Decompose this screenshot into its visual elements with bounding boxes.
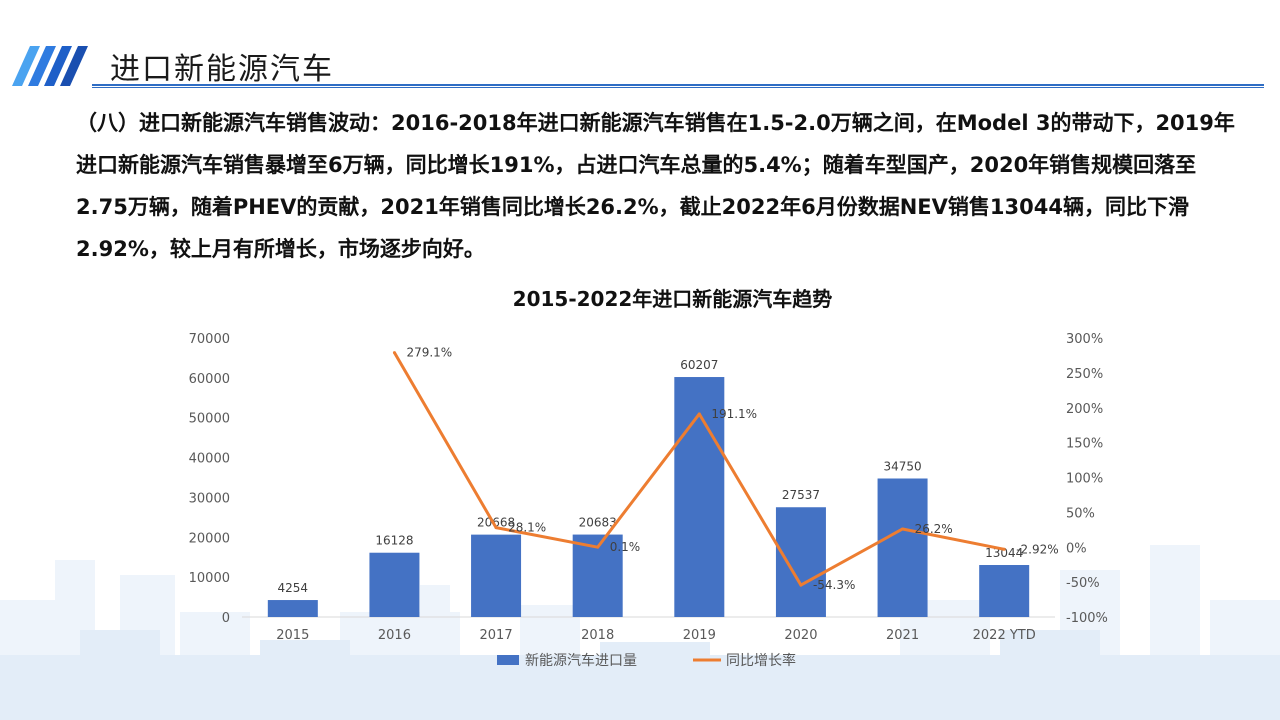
growth-rate-label: 0.1%: [610, 540, 641, 554]
y-right-tick-label: 150%: [1066, 437, 1103, 452]
growth-rate-point: [799, 583, 803, 587]
bar-value-label: 27537: [782, 488, 820, 502]
legend-line-label: 同比增长率: [726, 652, 796, 669]
bar-value-label: 20683: [579, 516, 617, 530]
growth-rate-point: [697, 412, 701, 416]
x-tick-label: 2016: [378, 628, 411, 643]
y-left-tick-label: 70000: [189, 332, 230, 347]
y-right-tick-label: 200%: [1066, 402, 1103, 417]
growth-rate-label: 191.1%: [711, 407, 757, 421]
x-tick-label: 2018: [581, 628, 614, 643]
bar-2016: [369, 552, 420, 617]
x-tick-label: 2017: [480, 628, 513, 643]
page-title: 进口新能源汽车: [110, 52, 334, 87]
growth-rate-label: -54.3%: [813, 578, 855, 592]
y-left-tick-label: 40000: [189, 452, 230, 467]
chart-title: 2015-2022年进口新能源汽车趋势: [512, 287, 833, 311]
growth-rate-point: [901, 527, 905, 531]
bar-2015: [267, 600, 318, 617]
x-tick-label: 2019: [683, 628, 716, 643]
summary-paragraph: （八）进口新能源汽车销售波动：2016-2018年进口新能源汽车销售在1.5-2…: [76, 111, 1235, 261]
x-tick-label: 2015: [276, 628, 309, 643]
bar-2022 YTD: [979, 565, 1030, 617]
y-left-tick-label: 10000: [189, 571, 230, 586]
bar-2020: [775, 507, 826, 617]
bar-2021: [877, 478, 928, 617]
y-right-tick-label: -100%: [1066, 611, 1108, 626]
y-right-tick-label: 300%: [1066, 332, 1103, 347]
growth-rate-point: [392, 351, 396, 355]
growth-rate-point: [596, 545, 600, 549]
header-divider: [92, 84, 1264, 88]
bar-value-label: 13044: [985, 546, 1023, 560]
bar-value-label: 60207: [680, 358, 718, 372]
growth-rate-point: [494, 526, 498, 530]
y-left-tick-label: 60000: [189, 372, 230, 387]
y-left-tick-label: 30000: [189, 491, 230, 506]
x-tick-label: 2022 YTD: [973, 628, 1036, 643]
growth-rate-label: 28.1%: [508, 521, 546, 535]
bar-2017: [471, 534, 522, 617]
bar-value-label: 34750: [883, 459, 921, 473]
y-left-tick-label: 20000: [189, 531, 230, 546]
x-tick-label: 2021: [886, 628, 919, 643]
legend-bar-swatch: [497, 655, 519, 665]
growth-rate-label: -2.92%: [1016, 542, 1058, 556]
growth-rate-label: 26.2%: [915, 522, 953, 536]
growth-rate-point: [1002, 547, 1006, 551]
y-right-tick-label: 100%: [1066, 472, 1103, 487]
y-right-tick-label: 50%: [1066, 506, 1095, 521]
y-right-tick-label: 0%: [1066, 541, 1087, 556]
x-tick-label: 2020: [784, 628, 817, 643]
bar-value-label: 4254: [278, 581, 309, 595]
y-left-tick-label: 50000: [189, 412, 230, 427]
growth-rate-label: 279.1%: [406, 346, 452, 360]
y-left-tick-label: 0: [222, 611, 230, 626]
bar-value-label: 16128: [375, 534, 413, 548]
blue-slanted-stripes-icon: [12, 46, 88, 86]
y-right-tick-label: 250%: [1066, 367, 1103, 382]
legend-bar-label: 新能源汽车进口量: [525, 652, 637, 669]
y-right-tick-label: -50%: [1066, 576, 1100, 591]
bar-value-label: 20668: [477, 516, 515, 530]
bar-2019: [674, 377, 725, 617]
